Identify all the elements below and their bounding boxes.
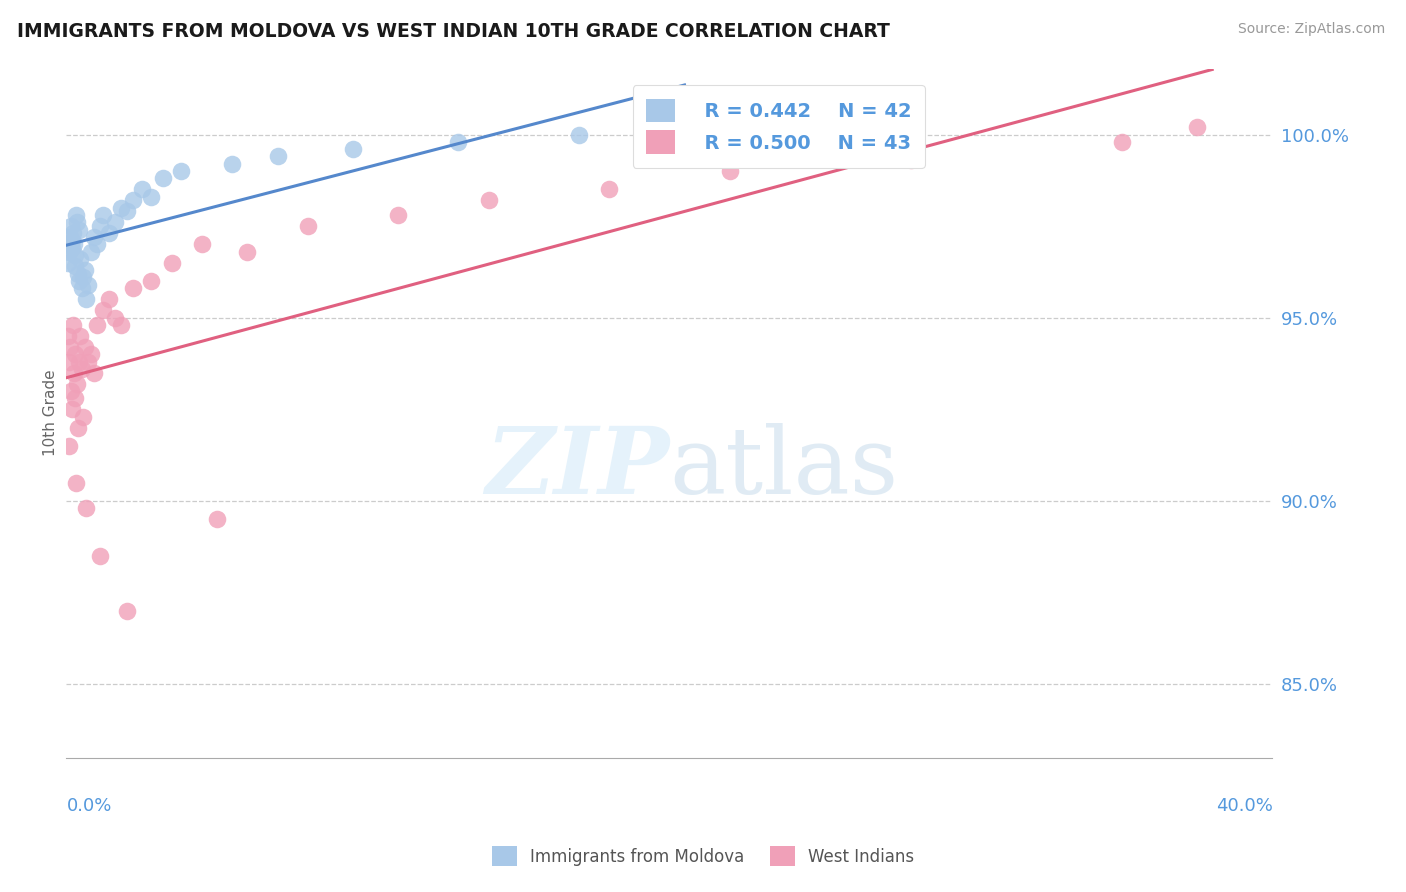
- Point: [104, 310, 127, 325]
- Point: [673, 116, 696, 130]
- Point: [297, 219, 319, 234]
- Point: [152, 171, 174, 186]
- Point: [75, 293, 97, 307]
- Point: [63, 392, 86, 406]
- Point: [67, 355, 90, 369]
- Text: Source: ZipAtlas.com: Source: ZipAtlas.com: [1237, 22, 1385, 37]
- Point: [67, 274, 90, 288]
- Point: [60, 234, 83, 248]
- Point: [86, 318, 108, 332]
- Point: [58, 439, 80, 453]
- Point: [65, 260, 87, 274]
- Point: [121, 194, 143, 208]
- Point: [72, 270, 94, 285]
- Point: [266, 149, 288, 163]
- Point: [568, 128, 591, 142]
- Point: [1111, 135, 1133, 149]
- Point: [115, 604, 138, 618]
- Point: [236, 244, 259, 259]
- Point: [73, 263, 96, 277]
- Legend: Immigrants from Moldova, West Indians: Immigrants from Moldova, West Indians: [484, 838, 922, 875]
- Point: [65, 208, 87, 222]
- Point: [83, 366, 105, 380]
- Point: [67, 223, 90, 237]
- Point: [110, 318, 132, 332]
- Point: [97, 293, 120, 307]
- Point: [160, 256, 183, 270]
- Point: [75, 501, 97, 516]
- Point: [66, 421, 89, 435]
- Point: [59, 384, 82, 398]
- Point: [79, 244, 101, 259]
- Point: [63, 248, 86, 262]
- Point: [598, 182, 620, 196]
- Point: [110, 201, 132, 215]
- Point: [63, 366, 86, 380]
- Point: [131, 182, 153, 196]
- Point: [1185, 120, 1208, 135]
- Point: [66, 376, 89, 391]
- Point: [91, 208, 114, 222]
- Legend:   R = 0.442    N = 42,   R = 0.500    N = 43: R = 0.442 N = 42, R = 0.500 N = 43: [633, 85, 925, 168]
- Text: ZIP: ZIP: [485, 423, 669, 513]
- Point: [104, 215, 127, 229]
- Point: [65, 347, 87, 361]
- Point: [191, 237, 214, 252]
- Point: [79, 347, 101, 361]
- Point: [718, 164, 741, 178]
- Point: [447, 135, 470, 149]
- Point: [139, 274, 162, 288]
- Point: [73, 340, 96, 354]
- Point: [97, 227, 120, 241]
- Point: [66, 267, 89, 281]
- Y-axis label: 10th Grade: 10th Grade: [44, 370, 58, 457]
- Point: [66, 215, 89, 229]
- Point: [69, 252, 91, 267]
- Point: [58, 237, 80, 252]
- Point: [76, 277, 98, 292]
- Point: [477, 194, 499, 208]
- Point: [59, 340, 82, 354]
- Point: [76, 355, 98, 369]
- Point: [205, 512, 228, 526]
- Point: [72, 409, 94, 424]
- Point: [900, 153, 922, 168]
- Point: [69, 329, 91, 343]
- Point: [89, 549, 111, 563]
- Point: [62, 227, 84, 241]
- Point: [221, 157, 243, 171]
- Point: [170, 164, 193, 178]
- Point: [70, 362, 93, 376]
- Point: [63, 237, 86, 252]
- Point: [58, 244, 80, 259]
- Point: [62, 318, 84, 332]
- Point: [342, 142, 364, 156]
- Point: [59, 219, 82, 234]
- Text: atlas: atlas: [669, 423, 898, 513]
- Point: [387, 208, 409, 222]
- Point: [59, 230, 82, 244]
- Text: 0.0%: 0.0%: [66, 797, 112, 814]
- Point: [121, 281, 143, 295]
- Text: 40.0%: 40.0%: [1216, 797, 1272, 814]
- Point: [58, 355, 80, 369]
- Text: IMMIGRANTS FROM MOLDOVA VS WEST INDIAN 10TH GRADE CORRELATION CHART: IMMIGRANTS FROM MOLDOVA VS WEST INDIAN 1…: [17, 22, 890, 41]
- Point: [60, 402, 83, 417]
- Point: [89, 219, 111, 234]
- Point: [86, 237, 108, 252]
- Point: [115, 204, 138, 219]
- Point: [91, 303, 114, 318]
- Point: [56, 256, 79, 270]
- Point: [65, 475, 87, 490]
- Point: [83, 230, 105, 244]
- Point: [56, 329, 79, 343]
- Point: [62, 241, 84, 255]
- Point: [70, 281, 93, 295]
- Point: [139, 190, 162, 204]
